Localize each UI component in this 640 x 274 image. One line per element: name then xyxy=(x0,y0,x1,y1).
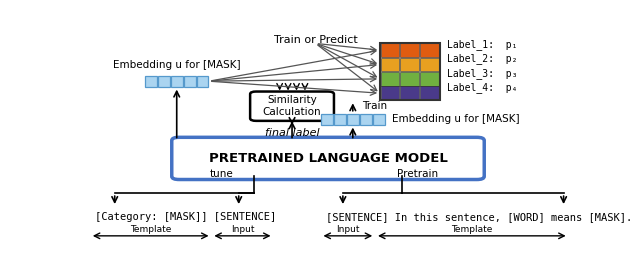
Bar xyxy=(158,76,170,87)
Bar xyxy=(372,114,385,125)
Bar xyxy=(401,58,419,72)
Text: Input: Input xyxy=(336,225,360,234)
Bar xyxy=(381,72,399,86)
Text: PRETRAINED LANGUAGE MODEL: PRETRAINED LANGUAGE MODEL xyxy=(209,152,447,165)
Bar xyxy=(360,114,372,125)
Bar xyxy=(145,76,157,87)
Bar xyxy=(420,58,439,72)
Text: Train or Predict: Train or Predict xyxy=(274,35,358,45)
Text: final label: final label xyxy=(265,128,319,138)
Bar xyxy=(401,43,419,57)
Text: Pretrain: Pretrain xyxy=(397,169,438,179)
Text: Label_3:  p₃: Label_3: p₃ xyxy=(447,68,518,79)
Text: [SENTENCE] In this sentence, [WORD] means [MASK].: [SENTENCE] In this sentence, [WORD] mean… xyxy=(326,212,632,222)
Bar xyxy=(321,114,333,125)
FancyBboxPatch shape xyxy=(172,137,484,179)
Bar xyxy=(420,72,439,86)
Bar xyxy=(381,58,399,72)
Bar xyxy=(381,43,399,57)
Bar xyxy=(380,43,440,100)
Text: Label_1:  p₁: Label_1: p₁ xyxy=(447,39,518,50)
Bar xyxy=(196,76,209,87)
Bar xyxy=(381,86,399,100)
Text: Embedding u for [MASK]: Embedding u for [MASK] xyxy=(113,61,241,70)
Text: Embedding u for [MASK]: Embedding u for [MASK] xyxy=(392,114,520,124)
Text: Label_2:  p₂: Label_2: p₂ xyxy=(447,53,518,64)
Bar xyxy=(334,114,346,125)
Bar xyxy=(347,114,359,125)
Bar xyxy=(420,86,439,100)
FancyBboxPatch shape xyxy=(250,92,334,121)
Bar xyxy=(401,86,419,100)
Bar xyxy=(420,43,439,57)
Text: Label_4:  p₄: Label_4: p₄ xyxy=(447,82,518,93)
Bar xyxy=(171,76,182,87)
Text: Template: Template xyxy=(130,225,172,234)
Text: Input: Input xyxy=(230,225,254,234)
Bar xyxy=(401,72,419,86)
Text: Similarity
Calculation: Similarity Calculation xyxy=(263,95,321,117)
Text: [Category: [MASK]] [SENTENCE]: [Category: [MASK]] [SENTENCE] xyxy=(95,212,276,222)
Text: Template: Template xyxy=(451,225,493,234)
Bar xyxy=(184,76,196,87)
Text: Train: Train xyxy=(362,101,387,111)
Text: tune: tune xyxy=(209,169,233,179)
